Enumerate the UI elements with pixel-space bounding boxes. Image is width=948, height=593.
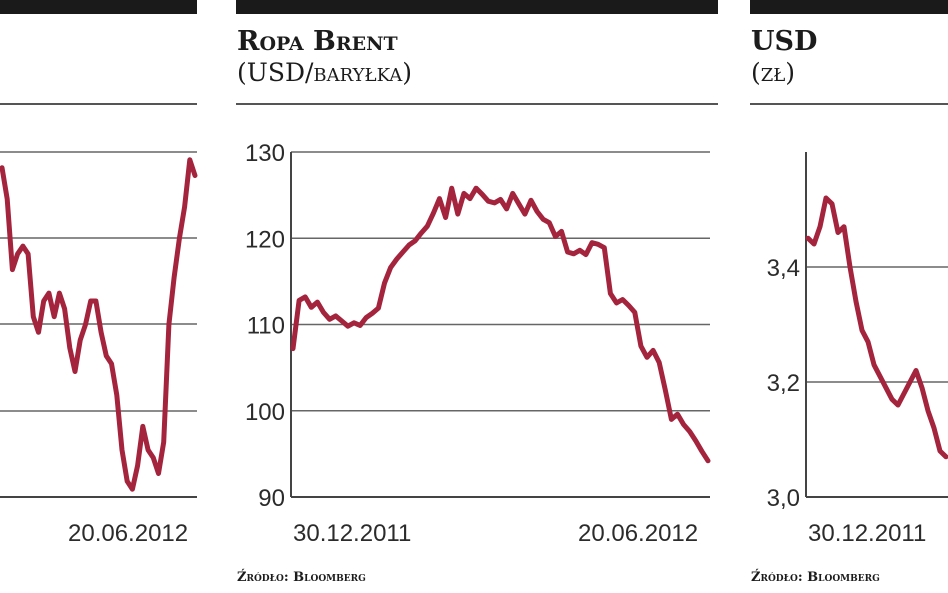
panel-header-bar xyxy=(0,0,197,14)
y-tick-label: 3,0 xyxy=(767,485,800,512)
y-tick-label: 90 xyxy=(258,485,285,512)
header-rule xyxy=(750,103,948,105)
x-tick-label: 20.06.2012 xyxy=(578,520,699,547)
y-tick-label: 3,4 xyxy=(767,255,800,282)
x-tick-label: 30.12.2011 xyxy=(808,520,927,547)
x-tick-label: 30.12.2011 xyxy=(293,520,412,547)
chart-title: USD xyxy=(751,26,818,57)
chart-subtitle: (zł) xyxy=(751,58,796,87)
series-line xyxy=(805,195,948,460)
y-tick-label: 100 xyxy=(245,399,285,426)
series-line xyxy=(0,157,198,492)
y-tick-label: 3,2 xyxy=(767,370,800,397)
panel-header-bar xyxy=(750,0,948,14)
x-tick-label: 20.06.2012 xyxy=(68,520,189,547)
series-line xyxy=(290,185,711,464)
chart-title: Ropa Brent xyxy=(237,26,398,57)
header-rule xyxy=(0,103,197,105)
panel-header-bar xyxy=(236,0,718,14)
header-rule xyxy=(236,103,718,105)
y-tick-label: 130 xyxy=(245,140,285,167)
chart-subtitle: (USD/baryłka) xyxy=(237,58,413,87)
source-note: Źródło: Bloomberg xyxy=(751,570,880,585)
y-tick-label: 120 xyxy=(245,226,285,253)
source-note: Źródło: Bloomberg xyxy=(237,570,366,585)
y-tick-label: 110 xyxy=(247,313,285,340)
